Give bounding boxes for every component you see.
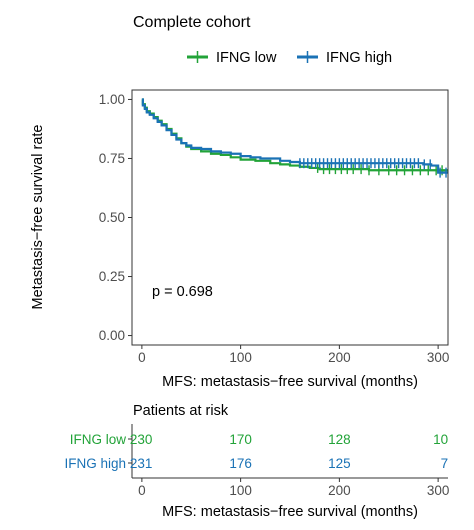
x-tick-label-100: 100	[229, 350, 252, 365]
risk-count-ifng-low-t200: 128	[328, 432, 351, 447]
survival-curve-ifng-high	[141, 98, 448, 174]
risk-count-ifng-high-t300: 7	[441, 456, 449, 471]
plot-frame	[131, 89, 449, 346]
y-tick-label-1-00: 1.00	[99, 92, 125, 107]
risk-count-ifng-low-t0: 230	[130, 432, 153, 447]
risk-x-tick-label-0: 0	[138, 483, 146, 498]
survival-plot-panel: 0.00 0.25 0.50 0.75 1.00 0 100 200 300 p = 0.69…	[99, 89, 449, 365]
risk-row-label-ifng-high: IFNG high	[64, 456, 126, 471]
y-tick-label-0-00: 0.00	[99, 328, 125, 343]
risk-x-tick-label-200: 200	[328, 483, 351, 498]
risk-count-ifng-low-t300: 10	[433, 432, 448, 447]
x-axis-ticks: 0 100 200 300	[138, 345, 449, 365]
legend-label-ifng-low: IFNG low	[216, 50, 277, 66]
y-axis-ticks: 0.00 0.25 0.50 0.75 1.00	[99, 92, 132, 343]
x-tick-label-300: 300	[427, 350, 450, 365]
legend: IFNG low IFNG high	[187, 50, 392, 66]
p-value-annotation: p = 0.698	[152, 284, 213, 300]
risk-table: Patients at risk 0 100 200 300 IFNG low 230 1…	[64, 403, 449, 520]
risk-table-x-ticks: 0 100 200 300	[131, 424, 450, 498]
survival-curves	[141, 98, 448, 178]
y-tick-label-0-75: 0.75	[99, 151, 125, 166]
risk-count-ifng-high-t0: 231	[130, 456, 153, 471]
x-tick-label-200: 200	[328, 350, 351, 365]
risk-count-ifng-high-t100: 176	[229, 456, 252, 471]
x-tick-label-0: 0	[138, 350, 146, 365]
chart-title: Complete cohort	[133, 14, 251, 31]
y-tick-label-0-25: 0.25	[99, 269, 125, 284]
risk-table-title: Patients at risk	[133, 403, 229, 419]
risk-row-label-ifng-low: IFNG low	[70, 432, 127, 447]
risk-x-tick-label-100: 100	[229, 483, 252, 498]
x-axis-title: MFS: metastasis−free survival (months)	[162, 374, 418, 390]
y-axis-title: Metastasis−free survival rate	[30, 125, 46, 310]
legend-label-ifng-high: IFNG high	[326, 50, 392, 66]
risk-count-ifng-low-t100: 170	[229, 432, 252, 447]
risk-count-ifng-high-t200: 125	[328, 456, 351, 471]
risk-table-rows: IFNG low 230 170 128 10 IFNG high 231 176 125 7	[64, 432, 448, 471]
y-tick-label-0-50: 0.50	[99, 210, 125, 225]
risk-x-tick-label-300: 300	[427, 483, 450, 498]
risk-table-x-axis-title: MFS: metastasis−free survival (months)	[162, 504, 418, 520]
